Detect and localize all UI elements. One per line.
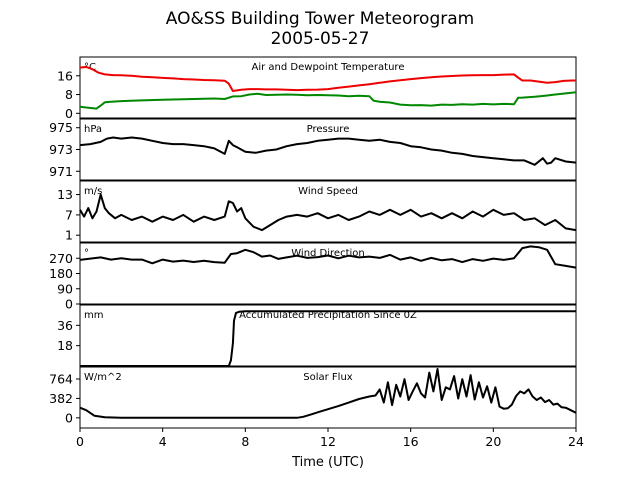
y-tick-label: 971: [49, 164, 73, 179]
x-axis-title: Time (UTC): [291, 455, 364, 470]
panel-title: Accumulated Precipitation Since 0Z: [239, 310, 417, 321]
series-line: [79, 65, 576, 92]
y-tick-label: 36: [57, 318, 73, 333]
y-tick-label: 8: [65, 87, 73, 102]
y-tick-label: 0: [65, 297, 73, 312]
y-tick-label: 382: [49, 391, 73, 406]
x-tick-label: 0: [76, 434, 84, 449]
x-tick-label: 20: [485, 434, 501, 449]
panel-title: Air and Dewpoint Temperature: [252, 62, 405, 73]
y-tick-label: 975: [49, 120, 73, 135]
panel-title: Pressure: [307, 124, 350, 135]
chart-title: AO&SS Building Tower Meteorogram: [166, 9, 474, 29]
chart-subtitle: 2005-05-27: [271, 29, 370, 49]
x-tick-label: 12: [320, 434, 336, 449]
x-tick-label: 24: [568, 434, 584, 449]
series-line: [79, 245, 577, 269]
series-line: [79, 193, 577, 232]
x-tick-label: 4: [159, 434, 167, 449]
y-tick-label: 0: [65, 106, 73, 121]
panel-title: Wind Direction: [291, 248, 365, 259]
y-tick-label: 90: [57, 281, 73, 296]
unit-label: mm: [84, 310, 103, 321]
y-tick-label: 0: [65, 410, 73, 425]
panel-title: Solar Flux: [303, 372, 353, 383]
series-line: [79, 91, 577, 110]
unit-label: m/s: [84, 186, 102, 197]
y-tick-label: 1: [65, 228, 73, 243]
unit-label: hPa: [84, 124, 102, 135]
unit-label: °: [84, 248, 89, 259]
y-tick-label: 18: [57, 338, 73, 353]
x-tick-label: 16: [403, 434, 419, 449]
y-tick-label: 180: [49, 266, 73, 281]
panel-title: Wind Speed: [298, 186, 358, 197]
y-tick-label: 973: [49, 142, 73, 157]
x-tick-label: 8: [241, 434, 249, 449]
series-line: [79, 368, 577, 419]
y-tick-label: 16: [57, 68, 73, 83]
y-tick-label: 7: [65, 207, 73, 222]
series-line: [80, 310, 576, 367]
y-tick-label: 270: [49, 251, 73, 266]
series-line: [79, 136, 577, 166]
panel-frame: [79, 56, 577, 119]
y-tick-label: 764: [49, 371, 73, 386]
y-tick-label: 13: [57, 187, 73, 202]
panel-frame: [79, 304, 577, 367]
unit-label: W/m^2: [84, 372, 122, 383]
